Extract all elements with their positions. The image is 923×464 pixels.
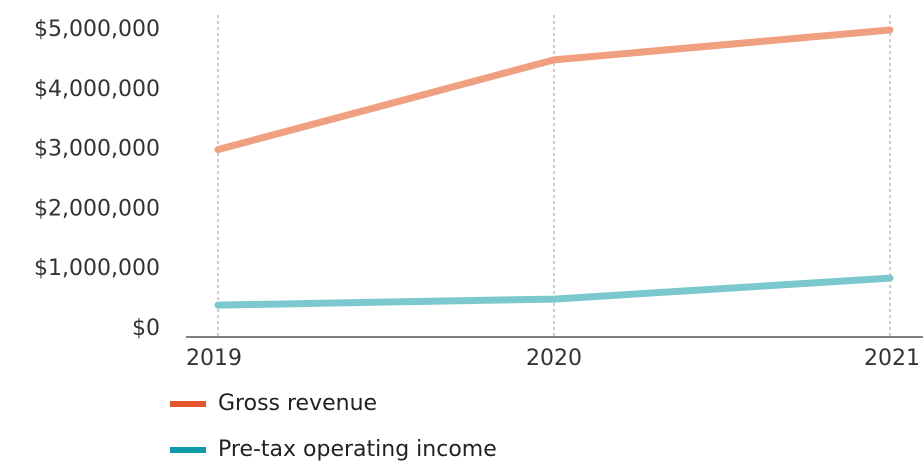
x-tick-label: 2020 xyxy=(526,346,582,371)
y-tick-label: $3,000,000 xyxy=(34,137,160,162)
legend-label: Gross revenue xyxy=(218,391,377,416)
y-tick-label: $1,000,000 xyxy=(34,256,160,281)
series-line-1 xyxy=(214,274,894,309)
x-tick-label: 2019 xyxy=(186,346,242,371)
x-tick-label: 2021 xyxy=(864,346,920,371)
x-axis-tick-labels: 2019 2020 2021 xyxy=(186,346,920,371)
y-tick-label: $2,000,000 xyxy=(34,196,160,221)
legend: Gross revenue Pre-tax operating income xyxy=(170,391,497,462)
y-tick-label: $0 xyxy=(132,316,160,341)
y-tick-label: $5,000,000 xyxy=(34,17,160,42)
y-axis-tick-labels: $0 $1,000,000 $2,000,000 $3,000,000 $4,000,0… xyxy=(34,17,160,341)
legend-label: Pre-tax operating income xyxy=(218,437,497,462)
series-line-0 xyxy=(214,26,894,154)
y-tick-label: $4,000,000 xyxy=(34,77,160,102)
series-lines xyxy=(214,26,894,309)
